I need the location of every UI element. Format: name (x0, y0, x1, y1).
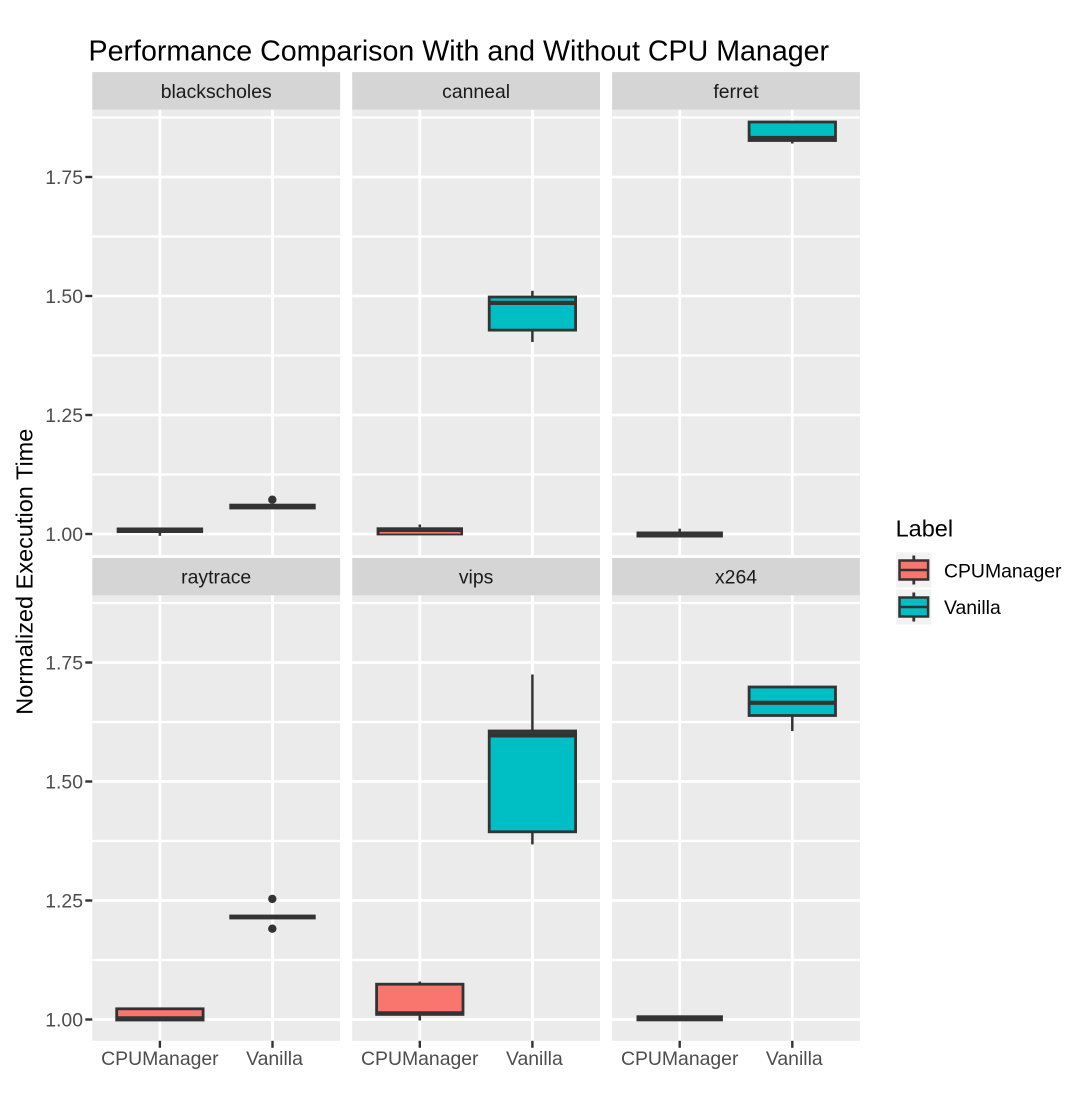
svg-text:raytrace: raytrace (181, 567, 251, 589)
svg-text:Label: Label (896, 516, 954, 542)
svg-text:Vanilla: Vanilla (766, 1048, 823, 1070)
svg-text:Normalized Execution Time: Normalized Execution Time (12, 429, 38, 715)
svg-text:1.00: 1.00 (45, 524, 83, 546)
svg-text:Vanilla: Vanilla (246, 1048, 303, 1070)
svg-text:Performance Comparison With an: Performance Comparison With and Without … (89, 36, 830, 68)
svg-text:1.25: 1.25 (45, 405, 83, 427)
svg-text:x264: x264 (715, 567, 757, 589)
svg-text:blackscholes: blackscholes (161, 81, 272, 103)
svg-text:1.75: 1.75 (45, 167, 83, 189)
svg-text:CPUManager: CPUManager (361, 1048, 479, 1070)
svg-text:1.75: 1.75 (45, 653, 83, 675)
svg-text:ferret: ferret (713, 81, 759, 103)
svg-text:Vanilla: Vanilla (944, 597, 1001, 619)
svg-text:vips: vips (459, 567, 493, 589)
svg-text:1.00: 1.00 (45, 1010, 83, 1032)
svg-text:CPUManager: CPUManager (944, 561, 1062, 583)
svg-text:1.25: 1.25 (45, 891, 83, 913)
svg-text:1.50: 1.50 (45, 286, 83, 308)
svg-text:CPUManager: CPUManager (621, 1048, 739, 1070)
svg-text:canneal: canneal (442, 81, 510, 103)
svg-text:CPUManager: CPUManager (101, 1048, 219, 1070)
svg-text:Vanilla: Vanilla (506, 1048, 563, 1070)
svg-text:1.50: 1.50 (45, 772, 83, 794)
